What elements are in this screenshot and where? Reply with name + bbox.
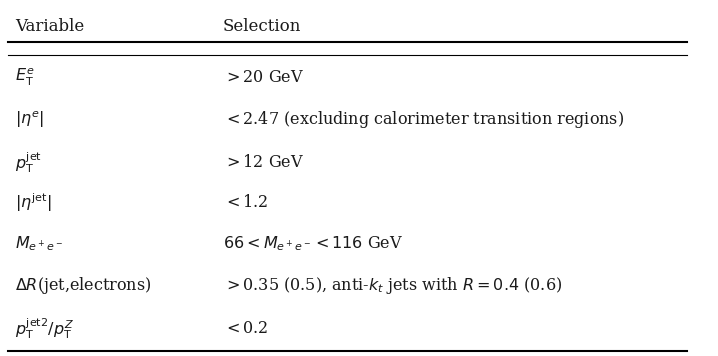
Text: $p_{\mathrm{T}}^{\mathrm{jet}}$: $p_{\mathrm{T}}^{\mathrm{jet}}$ — [15, 150, 42, 174]
Text: $<$1.2: $<$1.2 — [223, 194, 268, 211]
Text: $|\eta^{\mathrm{jet}}|$: $|\eta^{\mathrm{jet}}|$ — [15, 192, 52, 214]
Text: $E_{\mathrm{T}}^{e}$: $E_{\mathrm{T}}^{e}$ — [15, 67, 35, 88]
Text: $\Delta R$(jet,electrons): $\Delta R$(jet,electrons) — [15, 275, 151, 296]
Text: Selection: Selection — [223, 17, 302, 35]
Text: $<$0.2: $<$0.2 — [223, 320, 268, 337]
Text: Variable: Variable — [15, 17, 85, 35]
Text: $>$12 GeV: $>$12 GeV — [223, 153, 304, 171]
Text: $p_{\mathrm{T}}^{\mathrm{jet2}} / p_{\mathrm{T}}^{Z}$: $p_{\mathrm{T}}^{\mathrm{jet2}} / p_{\ma… — [15, 316, 74, 341]
Text: $M_{e^+e^-}$: $M_{e^+e^-}$ — [15, 234, 63, 253]
Text: $|\eta^{e}|$: $|\eta^{e}|$ — [15, 109, 45, 130]
Text: $>$20 GeV: $>$20 GeV — [223, 69, 304, 86]
Text: $<$2.47 (excluding calorimeter transition regions): $<$2.47 (excluding calorimeter transitio… — [223, 109, 624, 130]
Text: $>$0.35 (0.5), anti-$k_t$ jets with $R = 0.4$ (0.6): $>$0.35 (0.5), anti-$k_t$ jets with $R =… — [223, 275, 562, 296]
Text: $66 < M_{e^+e^-} < 116$ GeV: $66 < M_{e^+e^-} < 116$ GeV — [223, 234, 404, 253]
